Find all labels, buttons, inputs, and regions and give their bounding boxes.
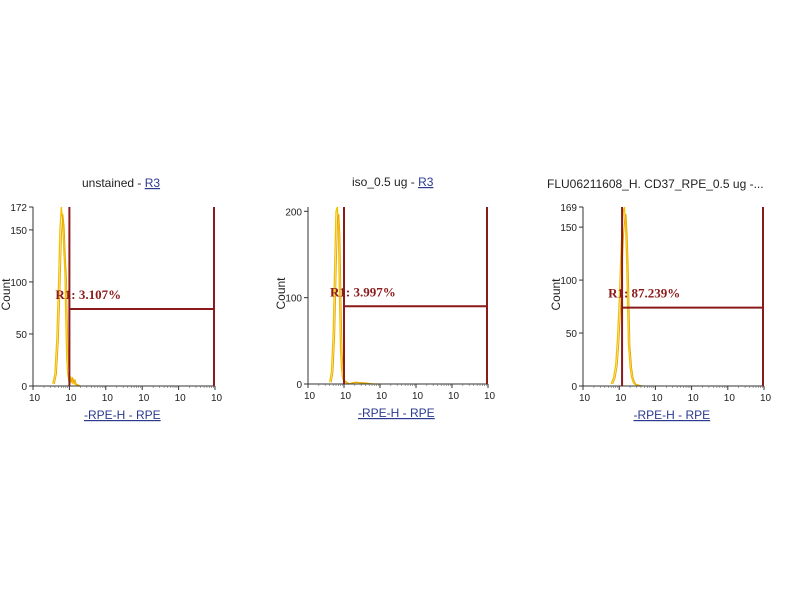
y-tick-label: 150 xyxy=(560,223,577,234)
region-label: R1: 3.107% xyxy=(55,287,121,302)
y-tick-label: 0 xyxy=(296,380,302,391)
y-tick-label: 100 xyxy=(560,276,577,287)
x-tick-label: 10 xyxy=(688,393,700,404)
panel-title: iso_0.5 ug - R3 xyxy=(352,175,434,189)
gate-link[interactable]: R3 xyxy=(145,176,161,190)
panel-title: unstained - R3 xyxy=(82,176,160,190)
y-tick-label: 169 xyxy=(560,203,577,214)
panel-title: FLU06211608_H. CD37_RPE_0.5 ug -... xyxy=(547,177,764,191)
x-tick-label: 10 xyxy=(724,393,736,404)
x-tick-label: 10 xyxy=(138,393,150,404)
x-tick-label: 10 xyxy=(376,391,388,402)
x-tick-label: 10 xyxy=(211,393,223,404)
y-axis-label: Count xyxy=(549,278,563,311)
y-tick-label: 0 xyxy=(21,382,27,393)
histogram-series-shadow xyxy=(53,214,82,387)
x-tick-label: 10 xyxy=(102,393,114,404)
y-axis-label: Count xyxy=(0,278,13,311)
x-tick-label: 10 xyxy=(760,393,772,404)
y-tick-label: 100 xyxy=(285,294,302,305)
x-tick-label: 10 xyxy=(615,393,627,404)
x-tick-label: 10 xyxy=(448,391,460,402)
histogram-series xyxy=(610,206,642,387)
panel-title-separator: - xyxy=(134,176,145,190)
y-tick-label: 150 xyxy=(10,226,27,237)
region-label: R1: 3.997% xyxy=(330,284,396,299)
y-tick-label: 50 xyxy=(16,330,28,341)
y-tick-label: 172 xyxy=(10,203,27,214)
histogram-series-shadow xyxy=(612,214,643,387)
region-label: R1: 87.239% xyxy=(608,286,680,301)
x-tick-label: 10 xyxy=(651,393,663,404)
panel-title-separator: - xyxy=(407,175,418,189)
panel-title-text: unstained xyxy=(82,176,134,190)
panel-title-text: FLU06211608_H. CD37_RPE_0.5 ug -... xyxy=(547,177,764,191)
x-tick-label: 10 xyxy=(412,391,424,402)
x-axis-label[interactable]: -RPE-H - RPE xyxy=(634,408,711,422)
x-tick-label: 10 xyxy=(29,393,41,404)
y-tick-label: 100 xyxy=(10,278,27,289)
x-tick-label: 10 xyxy=(175,393,187,404)
x-tick-label: 10 xyxy=(304,391,316,402)
x-tick-label: 10 xyxy=(579,393,591,404)
x-axis-label[interactable]: -RPE-H - RPE xyxy=(84,408,161,422)
panel-title-text: iso_0.5 ug xyxy=(352,175,407,189)
y-tick-label: 0 xyxy=(571,382,577,393)
x-axis-label[interactable]: -RPE-H - RPE xyxy=(358,406,435,420)
gate-link[interactable]: R3 xyxy=(418,175,434,189)
y-axis-label: Count xyxy=(274,277,288,310)
x-tick-label: 10 xyxy=(65,393,77,404)
y-tick-label: 50 xyxy=(566,329,578,340)
y-tick-label: 200 xyxy=(285,207,302,218)
x-tick-label: 10 xyxy=(340,391,352,402)
x-tick-label: 10 xyxy=(484,391,496,402)
